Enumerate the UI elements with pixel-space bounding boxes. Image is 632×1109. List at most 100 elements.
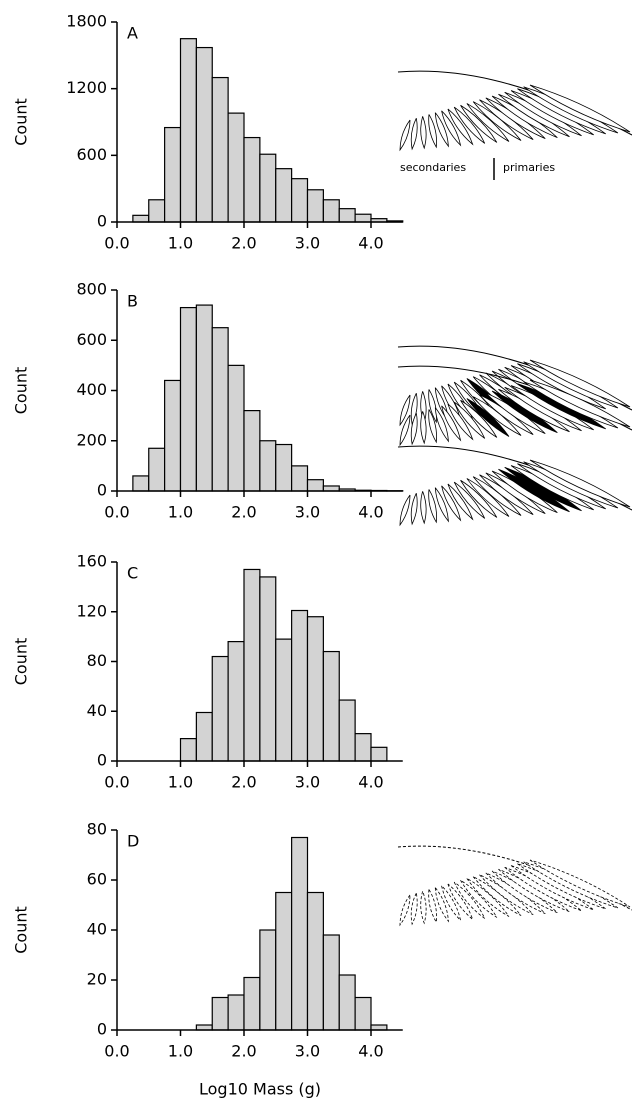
feather [447,108,474,146]
bar [243,976,261,1031]
y-tick-label: 80 [87,651,107,670]
bar [243,410,261,492]
x-tick-label: 4.0 [358,234,383,253]
y-tick-label: 160 [76,552,107,571]
bar [291,178,309,223]
feather [434,887,449,923]
y-tick-label: 20 [87,970,107,989]
feather [510,865,594,911]
bar [354,213,372,223]
y-tick-label: 200 [76,430,107,449]
x-tick-label: 2.0 [231,773,256,792]
bar [291,836,309,1031]
feather [420,411,427,445]
bar [243,568,261,762]
x-axis-title: Log10 Mass (g) [199,1080,321,1099]
bar [259,440,277,492]
feather [399,414,411,447]
y-tick-label: 1800 [66,12,107,31]
x-tick-label: 2.0 [231,234,256,253]
feather [410,117,418,151]
bar [354,733,372,762]
bar [322,650,340,762]
feather [420,116,427,150]
feather [479,874,534,915]
feather [434,407,449,443]
feather [453,481,486,519]
feather [441,485,462,522]
x-tick-label: 0.0 [104,234,129,253]
bar [275,638,293,762]
feather [428,889,437,924]
panel-label: B [127,292,138,311]
bar [291,609,309,762]
bar [195,711,213,762]
x-tick-label: 3.0 [295,1042,320,1061]
bar [259,576,277,762]
x-tick-label: 0.0 [104,503,129,522]
feather [453,401,486,439]
feather [479,394,534,435]
bar [211,327,229,492]
feather [399,119,411,152]
y-tick-label: 0 [97,751,107,770]
y-axis-title: Count [12,367,31,415]
y-tick-label: 0 [97,1020,107,1039]
feather [460,104,498,143]
feather [453,881,486,919]
y-axis-title: Count [12,906,31,954]
bar [227,364,245,492]
feather [410,492,418,526]
panel-label: A [127,24,138,43]
bar [227,994,245,1031]
x-tick-label: 0.0 [104,773,129,792]
x-tick-label: 3.0 [295,773,320,792]
bar [322,934,340,1031]
panel-label: D [127,832,139,851]
x-tick-label: 1.0 [168,773,193,792]
feather [466,878,510,917]
bar [306,479,324,492]
feather [529,459,631,508]
bar [211,996,229,1031]
feather [529,84,631,133]
feather [460,399,498,438]
x-tick-label: 1.0 [168,1042,193,1061]
bar [338,208,356,223]
feather [472,101,522,141]
bar [211,76,229,223]
feather [529,859,631,908]
feather [472,476,522,516]
wing-annotation: secondaries [400,161,466,174]
bar [338,974,356,1031]
feather [428,409,437,444]
y-tick-label: 60 [87,870,107,889]
bar [179,38,197,223]
feather [447,483,474,521]
y-axis-title: Count [12,98,31,146]
y-tick-label: 800 [76,280,107,299]
feather [460,879,498,918]
bar [306,891,324,1031]
x-tick-label: 2.0 [231,503,256,522]
panel-label: C [127,564,138,583]
y-tick-label: 600 [76,145,107,164]
y-tick-label: 400 [76,380,107,399]
feather [420,491,427,525]
x-tick-label: 4.0 [358,503,383,522]
feather [399,894,411,927]
bar [338,699,356,762]
feather [399,494,411,527]
feather [466,398,510,437]
feather [485,872,546,914]
feather [441,885,462,922]
y-tick-label: 0 [97,481,107,500]
feather [441,405,462,442]
wing-illustration [397,845,632,927]
y-axis-title: Count [12,638,31,686]
x-tick-label: 2.0 [231,1042,256,1061]
feather [453,106,486,144]
y-tick-label: 1200 [66,78,107,97]
feather [410,892,418,926]
